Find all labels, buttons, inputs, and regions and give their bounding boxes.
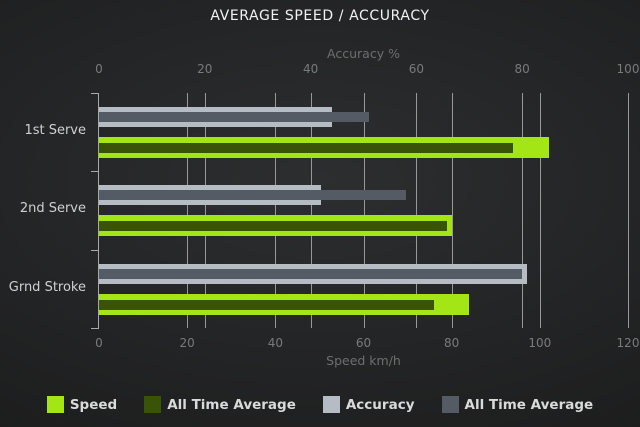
legend-label: All Time Average <box>464 396 594 413</box>
gridline <box>204 93 206 328</box>
bar-all-time-average-bottom <box>99 143 514 153</box>
legend-swatch <box>441 396 459 413</box>
legend-swatch <box>322 396 340 413</box>
legend-swatch <box>46 396 64 413</box>
gridline <box>187 93 189 328</box>
category-label: 1st Serve <box>24 123 86 138</box>
gridline <box>416 93 418 328</box>
top-axis-tick-label: 0 <box>95 62 103 76</box>
legend-item-speed[interactable]: Speed <box>46 396 118 413</box>
bar-all-time-average-top <box>99 112 369 122</box>
gridline <box>310 93 312 328</box>
category-axis-line <box>98 93 99 328</box>
bar-all-time-average-bottom <box>99 221 448 232</box>
top-axis-tick-label: 100 <box>616 62 640 76</box>
legend-label: Speed <box>69 396 118 413</box>
plot-area <box>91 93 629 329</box>
top-axis-tick-label: 80 <box>514 62 530 76</box>
gridline <box>275 93 277 328</box>
gridline <box>522 93 524 328</box>
bottom-axis-tick-label: 20 <box>179 336 195 350</box>
legend-label: All Time Average <box>167 396 296 413</box>
category-axis-tick <box>91 171 99 172</box>
category-axis-tick <box>91 93 99 94</box>
category-axis-tick <box>91 328 99 329</box>
legend-swatch <box>144 396 162 413</box>
category-label: Grnd Stroke <box>8 280 86 295</box>
top-axis-tick-label: 60 <box>408 62 425 76</box>
gridline <box>451 93 453 328</box>
bar-all-time-average-top <box>99 190 406 201</box>
legend-label: Accuracy <box>345 396 415 413</box>
chart-legend: Speed All Time Average Accuracy All Time Av… <box>0 396 640 413</box>
category-axis-tick <box>91 250 99 251</box>
bar-all-time-average-bottom <box>99 299 435 310</box>
category-label: 2nd Serve <box>19 201 86 216</box>
bottom-axis-tick-label: 100 <box>528 336 552 350</box>
gridline <box>628 93 629 328</box>
chart-title: AVERAGE SPEED / ACCURACY <box>210 8 430 24</box>
gridline <box>363 93 365 328</box>
legend-item-all-time-average[interactable]: All Time Average <box>441 396 594 413</box>
bottom-axis-tick-label: 60 <box>355 336 372 350</box>
top-axis-tick-label: 20 <box>197 62 213 76</box>
legend-item-all-time-average[interactable]: All Time Average <box>144 396 296 413</box>
bottom-axis-tick-label: 40 <box>267 336 283 350</box>
bottom-axis-tick-label: 120 <box>616 336 640 350</box>
bottom-axis-label: Speed km/h <box>326 353 401 368</box>
bottom-axis-tick-label: 80 <box>444 336 460 350</box>
gridline <box>539 93 541 328</box>
top-axis-tick-label: 40 <box>302 62 319 76</box>
bottom-axis-ticks: 0 20 40 60 80 100 120 <box>95 336 639 352</box>
bottom-axis-tick-label: 0 <box>95 336 103 350</box>
bar-all-time-average-top <box>99 268 523 279</box>
top-axis-label: Accuracy % <box>327 46 400 61</box>
legend-item-accuracy[interactable]: Accuracy <box>322 396 415 413</box>
top-axis-ticks: 0 20 40 60 80 100 <box>95 62 639 78</box>
